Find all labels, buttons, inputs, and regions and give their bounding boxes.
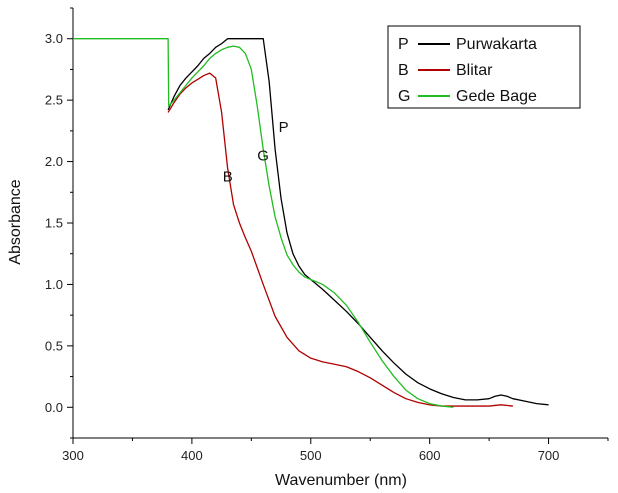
legend: P Purwakarta B Blitar G Gede Bage — [387, 25, 581, 109]
curve-label-p: P — [279, 119, 289, 136]
x-tick-label: 400 — [181, 448, 203, 463]
series-line-purwakarta — [167, 38, 549, 406]
curve-annotations: PG B — [223, 119, 289, 185]
x-tick-label: 700 — [538, 448, 560, 463]
x-tick-label: 600 — [419, 448, 441, 463]
x-tick-label: 300 — [62, 448, 84, 463]
x-tick-label: 500 — [300, 448, 322, 463]
series-line-gede-bage — [73, 38, 454, 408]
y-tick-label: 3.0 — [45, 31, 63, 46]
y-tick-label: 2.5 — [45, 93, 63, 108]
curve-label-g: G — [257, 147, 269, 164]
series-line-blitar — [167, 72, 513, 407]
legend-label-b: Blitar — [456, 62, 493, 79]
y-axis-label: Absorbance — [7, 179, 24, 264]
y-tick-label: 1.5 — [45, 216, 63, 231]
y-tick-label: 2.0 — [45, 154, 63, 169]
legend-key-g: G — [398, 88, 410, 105]
legend-key-b: B — [398, 62, 409, 79]
legend-box — [387, 25, 581, 109]
x-axis-label: Wavenumber (nm) — [275, 472, 407, 489]
y-tick-label: 0.0 — [45, 400, 63, 415]
curve-label-b: B — [223, 168, 233, 185]
y-tick-label: 1.0 — [45, 277, 63, 292]
legend-key-p: P — [398, 36, 409, 53]
legend-label-p: Purwakarta — [456, 36, 537, 53]
y-tick-label: 0.5 — [45, 338, 63, 353]
series-layer — [73, 38, 549, 408]
legend-label-g: Gede Bage — [456, 88, 537, 105]
axes: 300 400 500 600 700 0.0 0.5 1.0 1.5 2.0 2.5 3.0 — [45, 7, 609, 463]
